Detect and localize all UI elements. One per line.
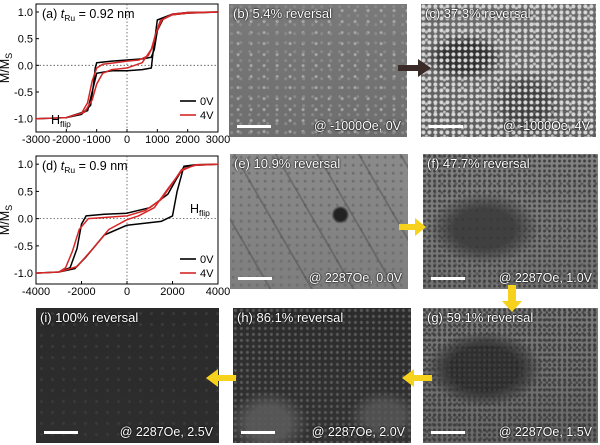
scale-bar bbox=[238, 277, 272, 280]
panel-i-label: (i) 100% reversal bbox=[40, 310, 139, 325]
x-tick-label: 0 bbox=[124, 134, 130, 146]
scale-bar bbox=[431, 277, 465, 280]
x-tick-label: 2000 bbox=[160, 286, 184, 298]
arrow-yellow-shape bbox=[502, 285, 522, 312]
kerr-image-b: (b) 5.4% reversal @ -1000Oe, 0V bbox=[229, 4, 407, 137]
thickness-subscript: Ru bbox=[64, 165, 75, 175]
x-tick-label: -2000 bbox=[52, 134, 80, 146]
hflip-main: H bbox=[190, 202, 199, 216]
x-tick-label: 2000 bbox=[175, 134, 199, 146]
kerr-image-e: (e) 10.9% reversal @ 2287Oe, 0.0V bbox=[230, 154, 408, 289]
y-tick-label: 0.5 bbox=[18, 34, 33, 46]
x-tick-label: 4000 bbox=[206, 286, 230, 298]
y-tick-label: 0.5 bbox=[18, 186, 33, 198]
thickness-symbol: t bbox=[61, 159, 65, 173]
y-tick-label: 0.0 bbox=[18, 60, 33, 72]
scale-bar bbox=[429, 125, 463, 128]
arrow-yellow-shape bbox=[402, 369, 432, 387]
thickness-subscript: Ru bbox=[64, 13, 75, 23]
legend-label-4V: 4V bbox=[200, 268, 214, 280]
scale-bar bbox=[237, 125, 271, 128]
panel-c-condition: @ -1000Oe, 4V bbox=[502, 119, 590, 133]
panel-f-condition: @ 2287Oe, 1.0V bbox=[498, 271, 592, 285]
y-tick-label: -0.5 bbox=[14, 87, 33, 99]
kerr-image-h: (h) 86.1% reversal @ 2287Oe, 2.0V bbox=[233, 308, 411, 443]
y-axis-label: M/MS bbox=[0, 205, 14, 235]
arrow-right-icon bbox=[399, 218, 426, 236]
panel-f-label: (f) 47.7% reversal bbox=[427, 156, 530, 171]
panel-b-label: (b) 5.4% reversal bbox=[233, 6, 332, 21]
y-axis-label-sub: S bbox=[4, 53, 14, 59]
arrow-dark-shape bbox=[398, 59, 431, 77]
panel-g-label: (g) 59.1% reversal bbox=[427, 310, 534, 325]
legend-label-0V: 0V bbox=[200, 254, 214, 266]
arrow-yellow-shape bbox=[399, 218, 426, 236]
y-tick-label: -1.0 bbox=[14, 268, 33, 280]
legend-label-4V: 4V bbox=[200, 110, 214, 122]
panel-h-condition: @ 2287Oe, 2.0V bbox=[311, 425, 405, 439]
arrow-right-icon bbox=[398, 59, 431, 77]
series-line-4V bbox=[35, 163, 219, 274]
panel-label: (a) bbox=[42, 7, 61, 21]
thickness-annotation: (a) tRu = 0.92 nm bbox=[42, 7, 135, 23]
y-axis-label-main: M/M bbox=[0, 211, 12, 235]
panel-b-condition: @ -1000Oe, 0V bbox=[313, 119, 401, 133]
hflip-sub: flip bbox=[199, 208, 210, 218]
y-tick-label: 1.0 bbox=[18, 7, 33, 19]
x-tick-label: -3000 bbox=[22, 134, 50, 146]
scale-bar bbox=[241, 431, 275, 434]
y-tick-label: 1.0 bbox=[18, 159, 33, 171]
panel-g-condition: @ 2287Oe, 1.5V bbox=[498, 425, 592, 439]
kerr-image-c: (c) 37.3% reversal @ -1000Oe, 4V bbox=[421, 4, 596, 137]
panel-c-label: (c) 37.3% reversal bbox=[425, 6, 531, 21]
panel-i-condition: @ 2287Oe, 2.5V bbox=[119, 425, 213, 439]
x-tick-label: 3000 bbox=[206, 134, 230, 146]
thickness-annotation: (d) tRu = 0.9 nm bbox=[42, 159, 128, 175]
kerr-image-i: (i) 100% reversal @ 2287Oe, 2.5V bbox=[36, 308, 219, 443]
panel-e-label: (e) 10.9% reversal bbox=[234, 156, 341, 171]
arrow-left-icon bbox=[402, 369, 432, 387]
scale-bar bbox=[431, 431, 465, 434]
panel-label: (d) bbox=[42, 159, 61, 173]
kerr-image-g: (g) 59.1% reversal @ 2287Oe, 1.5V bbox=[423, 308, 598, 443]
x-tick-label: 1000 bbox=[145, 134, 169, 146]
panel-e-condition: @ 2287Oe, 0.0V bbox=[308, 271, 402, 285]
kerr-image-f: (f) 47.7% reversal @ 2287Oe, 1.0V bbox=[423, 154, 598, 289]
hflip-main: H bbox=[51, 113, 60, 127]
y-tick-label: 0.0 bbox=[18, 214, 33, 226]
arrow-left-icon bbox=[206, 369, 236, 387]
thickness-value: = 0.92 nm bbox=[75, 7, 134, 21]
hflip-label: Hflip bbox=[51, 113, 71, 129]
hysteresis-plot-d: -4000 -2000 0 2000 4000 -1.0 -0.5 0.0 0.5 1.0 M/MS… bbox=[0, 155, 230, 298]
hflip-sub: flip bbox=[60, 119, 71, 129]
x-tick-label: -1000 bbox=[83, 134, 111, 146]
thickness-symbol: t bbox=[61, 7, 65, 21]
scale-bar bbox=[44, 431, 78, 434]
series-line-4V bbox=[35, 11, 219, 120]
arrow-down-icon bbox=[502, 285, 522, 312]
y-axis-label-main: M/M bbox=[0, 59, 12, 83]
x-tick-label: -4000 bbox=[22, 286, 50, 298]
panel-h-label: (h) 86.1% reversal bbox=[237, 310, 344, 325]
y-axis-label-sub: S bbox=[4, 205, 14, 211]
arrow-yellow-shape bbox=[206, 369, 236, 387]
legend-label-0V: 0V bbox=[200, 96, 214, 108]
y-axis-label: M/MS bbox=[0, 53, 14, 83]
y-tick-label: -0.5 bbox=[14, 241, 33, 253]
hflip-label: Hflip bbox=[190, 202, 210, 218]
hysteresis-plot-a: -3000 -2000 -1000 0 1000 2000 3000 -1.0 -0.5 0.0 0… bbox=[0, 3, 230, 146]
thickness-value: = 0.9 nm bbox=[75, 159, 127, 173]
x-tick-label: -2000 bbox=[67, 286, 95, 298]
x-tick-label: 0 bbox=[124, 286, 130, 298]
y-tick-label: -1.0 bbox=[14, 114, 33, 126]
